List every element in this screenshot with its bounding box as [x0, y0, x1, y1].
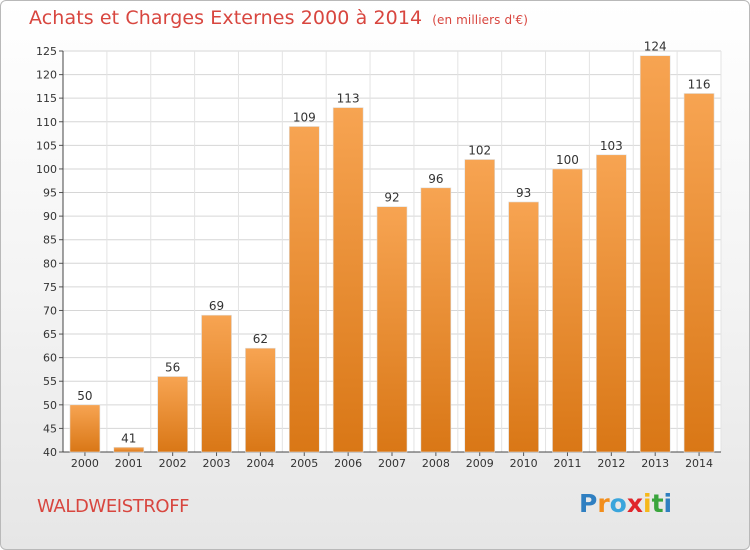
logo-letter: r	[597, 489, 610, 518]
bar	[508, 201, 539, 453]
logo-letter: o	[609, 489, 627, 518]
bar	[639, 55, 671, 453]
bar	[420, 187, 452, 453]
logo-letter: i	[643, 489, 652, 518]
axes: 40 45 50 55 60 65 70 75 80 85 90 95 100 105 110 115 120 1…	[36, 45, 721, 470]
y-tick-label: 95	[43, 187, 57, 200]
x-tick-label: 2012	[597, 457, 625, 470]
y-tick-label: 60	[43, 352, 57, 365]
data-label: 92	[384, 191, 399, 205]
logo-letter: i	[663, 489, 673, 518]
x-tick-label: 2008	[422, 457, 450, 470]
y-tick-label: 80	[43, 257, 57, 270]
y-tick-label: 125	[36, 45, 57, 58]
bars	[69, 55, 715, 453]
data-label: 103	[600, 139, 623, 153]
logo-letter: t	[651, 489, 664, 518]
x-tick-label: 2009	[466, 457, 494, 470]
chart-unit: (en milliers d'€)	[432, 13, 529, 27]
data-label: 100	[556, 153, 579, 167]
x-tick-label: 2014	[685, 457, 713, 470]
data-label: 102	[468, 144, 491, 158]
logo-letter: P	[579, 489, 598, 518]
bar	[201, 314, 232, 453]
y-tick-label: 45	[43, 422, 57, 435]
y-tick-label: 75	[43, 281, 57, 294]
x-tick-label: 2002	[159, 457, 187, 470]
x-tick-label: 2011	[553, 457, 581, 470]
x-tick-label: 2000	[71, 457, 99, 470]
x-tick-label: 2003	[203, 457, 231, 470]
bar	[596, 154, 627, 453]
x-tick-label: 2004	[246, 457, 274, 470]
data-label: 96	[428, 172, 443, 186]
y-tick-label: 65	[43, 328, 57, 341]
place-name: WALDWEISTROFF	[37, 496, 190, 517]
bar	[157, 376, 188, 453]
bar	[288, 126, 320, 453]
y-tick-label: 120	[36, 69, 57, 82]
data-label: 124	[644, 40, 667, 54]
data-label: 50	[77, 389, 92, 403]
bar	[113, 446, 145, 453]
y-tick-label: 105	[36, 139, 57, 152]
y-tick-label: 55	[43, 375, 57, 388]
x-tick-label: 2005	[290, 457, 318, 470]
data-label: 69	[209, 299, 224, 313]
chart-title-text: Achats et Charges Externes 2000 à 2014	[29, 7, 423, 29]
y-tick-label: 40	[43, 446, 57, 459]
y-tick-label: 115	[36, 92, 57, 105]
data-label: 109	[293, 110, 316, 124]
proxiti-logo: Proxiti	[579, 489, 672, 518]
bar	[376, 206, 408, 453]
x-tick-label: 2001	[115, 457, 143, 470]
y-tick-label: 50	[43, 399, 57, 412]
x-tick-label: 2007	[378, 457, 406, 470]
data-label: 113	[337, 92, 360, 106]
y-tick-label: 110	[36, 116, 57, 129]
y-tick-label: 70	[43, 304, 57, 317]
logo-letter: x	[626, 489, 643, 518]
y-tick-label: 100	[36, 163, 57, 176]
bar	[464, 159, 496, 453]
data-label: 62	[253, 332, 268, 346]
x-tick-label: 2010	[510, 457, 538, 470]
bar	[683, 93, 715, 453]
chart-title: Achats et Charges Externes 2000 à 2014 (e…	[29, 7, 528, 29]
x-tick-label: 2006	[334, 457, 362, 470]
data-label: 116	[688, 77, 711, 91]
y-tick-label: 85	[43, 234, 57, 247]
y-tick-label: 90	[43, 210, 57, 223]
data-label: 93	[516, 186, 531, 200]
bar	[69, 404, 101, 453]
data-label: 56	[165, 361, 180, 375]
bar	[332, 107, 364, 453]
data-labels: 50 41 56 69 62 109 113 92 96 102 93 100 103 124 116	[77, 40, 710, 446]
bar	[245, 347, 276, 453]
data-label: 41	[121, 431, 136, 445]
bar	[552, 168, 583, 453]
x-tick-label: 2013	[641, 457, 669, 470]
